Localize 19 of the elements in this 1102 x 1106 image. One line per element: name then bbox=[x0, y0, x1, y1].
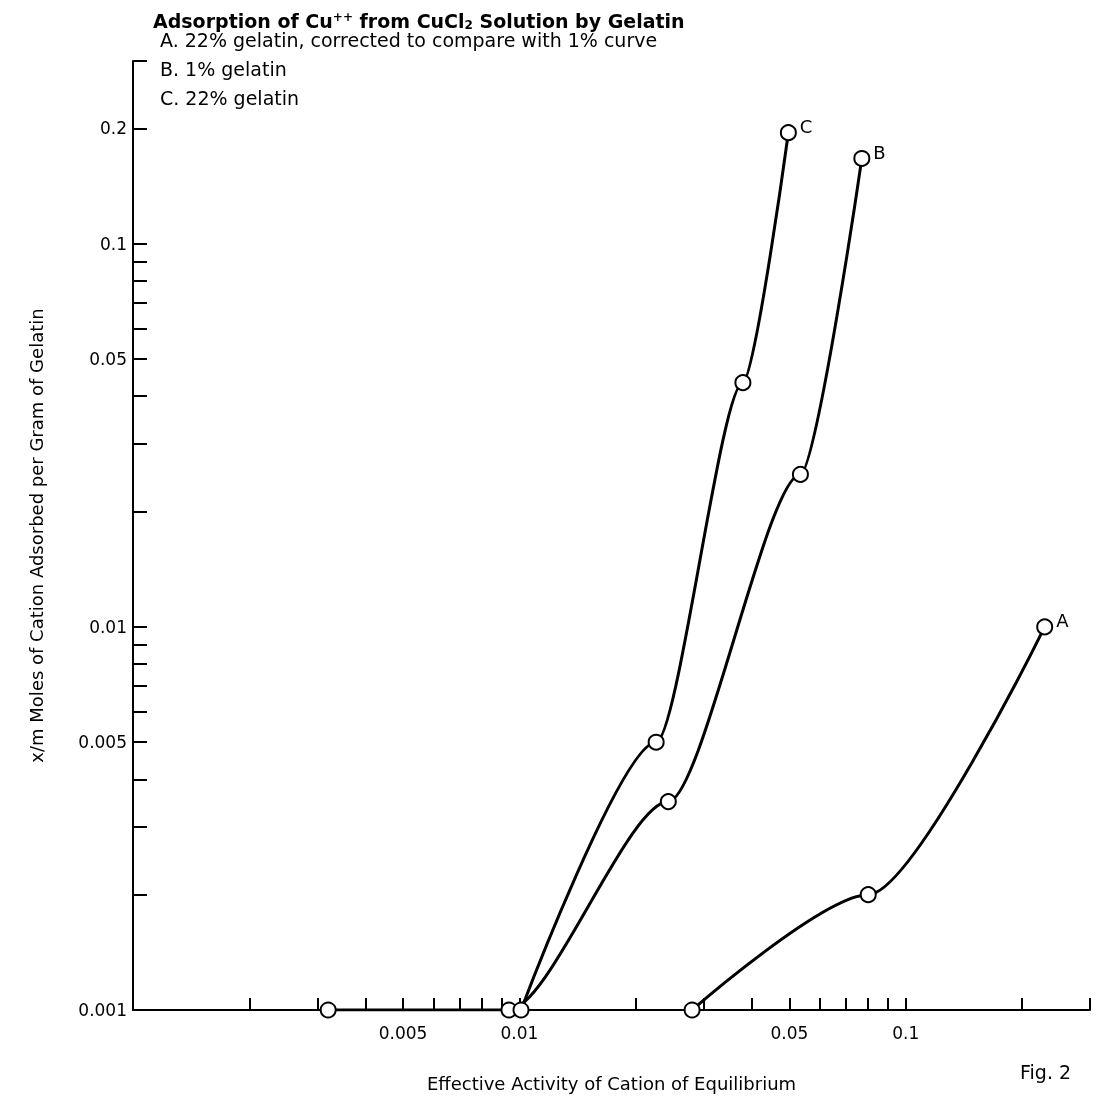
y-tick-label: 0.05 bbox=[89, 349, 127, 370]
annotation: C. 22% gelatin bbox=[160, 86, 300, 109]
annotation: B. 1% gelatin bbox=[160, 57, 287, 80]
x-tick-label: 0.1 bbox=[892, 1022, 920, 1043]
x-tick-label: 0.005 bbox=[378, 1022, 428, 1043]
x-tick-label: 0.05 bbox=[770, 1022, 809, 1043]
y-tick-label: 0.001 bbox=[78, 1000, 127, 1020]
series-label: A bbox=[1056, 610, 1070, 632]
y-tick-label: 0.1 bbox=[99, 233, 127, 254]
x-tick-label: 0.01 bbox=[500, 1022, 539, 1043]
y-tick-label: 0.2 bbox=[99, 118, 127, 139]
caption: Fig. 2 bbox=[1020, 1060, 1072, 1083]
series-label: C bbox=[799, 116, 813, 138]
y-axis-title: x/m Moles of Cation Adsorbed per Gram of Gelatin bbox=[25, 308, 47, 763]
y-tick-label: 0.01 bbox=[89, 616, 127, 637]
y-tick-label: 0.005 bbox=[78, 732, 127, 753]
x-axis-title: Effective Activity of Cation of Equilibrium bbox=[426, 1072, 797, 1094]
series-label: B bbox=[873, 141, 886, 163]
chart-title: Adsorption of Cu++ from CuCl2 Solution by Gelatin bbox=[153, 10, 685, 32]
